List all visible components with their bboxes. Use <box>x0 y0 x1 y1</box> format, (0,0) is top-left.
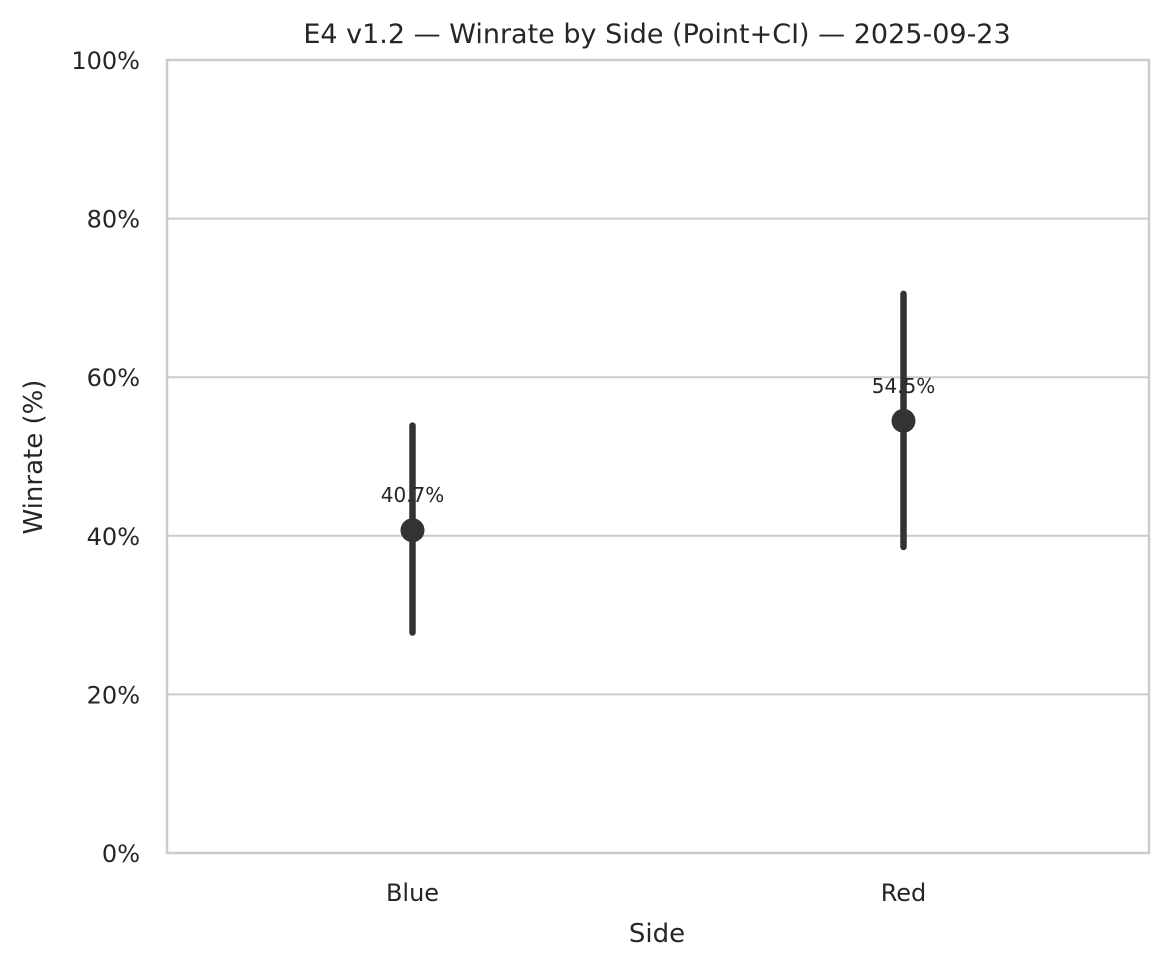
data-label-blue: 40.7% <box>381 483 445 507</box>
data-labels: 40.7% 54.5% <box>381 374 936 507</box>
plot-frame <box>165 58 1151 855</box>
y-tick-label: 80% <box>87 206 140 234</box>
data-points <box>400 408 916 543</box>
x-axis-ticks: Blue Red <box>386 879 926 907</box>
x-axis-label: Side <box>629 919 685 949</box>
chart-title: E4 v1.2 — Winrate by Side (Point+CI) — 2… <box>303 19 1010 50</box>
y-tick-label: 20% <box>87 681 140 709</box>
x-tick-label-blue: Blue <box>386 879 439 907</box>
plot-border <box>165 58 1151 855</box>
point-blue <box>400 518 425 543</box>
point-red <box>891 408 916 433</box>
x-tick-label-red: Red <box>881 879 927 907</box>
y-tick-label: 100% <box>71 47 140 75</box>
y-tick-label: 60% <box>87 364 140 392</box>
y-tick-label: 40% <box>87 523 140 551</box>
grid-lines <box>167 217 1149 696</box>
y-tick-label: 0% <box>102 840 140 868</box>
data-label-red: 54.5% <box>872 374 936 398</box>
y-axis-label: Winrate (%) <box>19 380 49 535</box>
y-axis-ticks: 0% 20% 40% 60% 80% 100% <box>71 47 140 868</box>
